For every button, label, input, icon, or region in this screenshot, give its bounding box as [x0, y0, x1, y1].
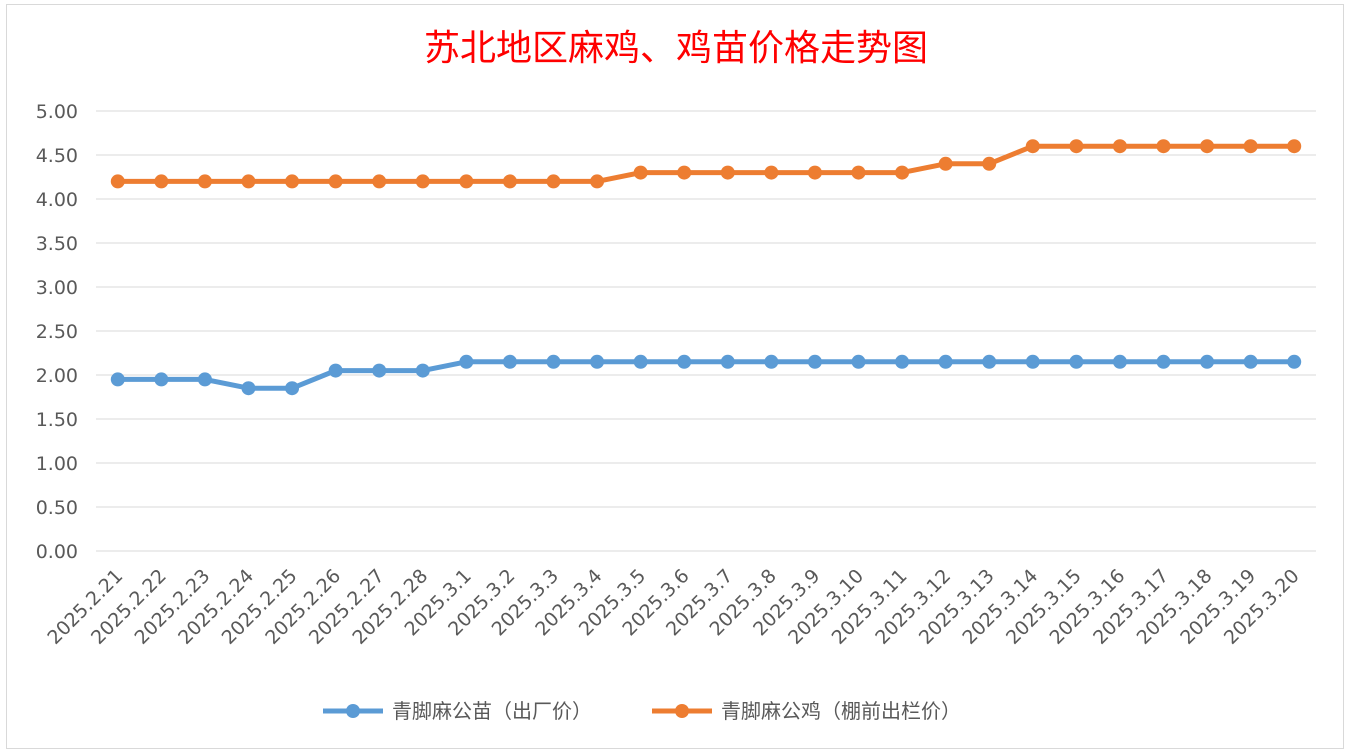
gridlines — [96, 110, 1316, 552]
series-1 — [110, 354, 1302, 396]
series-group — [110, 139, 1302, 396]
data-point — [1069, 354, 1084, 369]
data-point — [764, 354, 779, 369]
data-point — [633, 354, 648, 369]
legend: 青脚麻公苗（出厂价） 青脚麻公鸡（棚前出栏价） — [323, 699, 961, 723]
y-tick-label: 2.50 — [36, 321, 78, 343]
data-point — [590, 174, 605, 189]
series-line — [117, 143, 1295, 184]
y-tick-label: 0.00 — [36, 541, 78, 563]
legend-item: 青脚麻公鸡（棚前出栏价） — [652, 699, 961, 723]
data-point — [895, 165, 910, 180]
y-tick-label: 1.50 — [36, 409, 78, 431]
y-tick-label: 3.50 — [36, 233, 78, 255]
y-tick-label: 3.00 — [36, 277, 78, 299]
data-point — [677, 354, 692, 369]
data-point — [1156, 354, 1171, 369]
data-point — [633, 165, 648, 180]
data-point — [1025, 139, 1040, 154]
data-point — [372, 174, 387, 189]
data-point — [720, 354, 735, 369]
data-point — [1200, 354, 1215, 369]
data-point — [546, 354, 561, 369]
data-point — [241, 381, 256, 396]
data-point — [677, 165, 692, 180]
data-point — [154, 372, 169, 387]
data-point — [415, 363, 430, 378]
data-point — [851, 165, 866, 180]
data-point — [895, 354, 910, 369]
data-point — [1243, 139, 1258, 154]
y-tick-label: 1.00 — [36, 453, 78, 475]
data-point — [1243, 354, 1258, 369]
data-point — [720, 165, 735, 180]
chart-area — [6, 4, 1344, 749]
data-point — [1287, 139, 1302, 154]
series-line — [117, 359, 1295, 391]
data-point — [807, 354, 822, 369]
legend-marker — [675, 704, 689, 718]
data-point — [502, 354, 517, 369]
data-point — [197, 174, 212, 189]
legend-item: 青脚麻公苗（出厂价） — [323, 699, 592, 723]
data-point — [1112, 354, 1127, 369]
data-point — [1069, 139, 1084, 154]
legend-label: 青脚麻公鸡（棚前出栏价） — [721, 699, 961, 723]
data-point — [807, 165, 822, 180]
data-point — [197, 372, 212, 387]
data-point — [459, 354, 474, 369]
data-point — [241, 174, 256, 189]
data-point — [110, 174, 125, 189]
data-point — [110, 372, 125, 387]
data-point — [415, 174, 430, 189]
y-tick-label: 0.50 — [36, 497, 78, 519]
data-point — [328, 174, 343, 189]
data-point — [372, 363, 387, 378]
data-point — [459, 174, 474, 189]
series-2 — [110, 139, 1302, 189]
data-point — [1112, 139, 1127, 154]
data-point — [764, 165, 779, 180]
y-tick-label: 4.00 — [36, 189, 78, 211]
y-tick-label: 2.00 — [36, 365, 78, 387]
data-point — [938, 354, 953, 369]
data-point — [982, 156, 997, 171]
x-axis: 2025.2.212025.2.222025.2.232025.2.242025… — [43, 565, 1303, 649]
data-point — [1287, 354, 1302, 369]
data-point — [285, 174, 300, 189]
data-point — [938, 156, 953, 171]
data-point — [851, 354, 866, 369]
data-point — [1200, 139, 1215, 154]
data-point — [546, 174, 561, 189]
data-point — [154, 174, 169, 189]
legend-label: 青脚麻公苗（出厂价） — [392, 699, 592, 723]
y-tick-label: 5.00 — [36, 101, 78, 123]
data-point — [502, 174, 517, 189]
data-point — [590, 354, 605, 369]
legend-marker — [346, 704, 360, 718]
data-point — [1156, 139, 1171, 154]
y-axis: 0.00 0.50 1.00 1.50 2.00 2.50 3.00 3.50 4.00 4.50… — [36, 101, 78, 563]
data-point — [285, 381, 300, 396]
chart-title: 苏北地区麻鸡、鸡苗价格走势图 — [424, 28, 928, 69]
y-tick-label: 4.50 — [36, 145, 78, 167]
data-point — [1025, 354, 1040, 369]
data-point — [328, 363, 343, 378]
data-point — [982, 354, 997, 369]
